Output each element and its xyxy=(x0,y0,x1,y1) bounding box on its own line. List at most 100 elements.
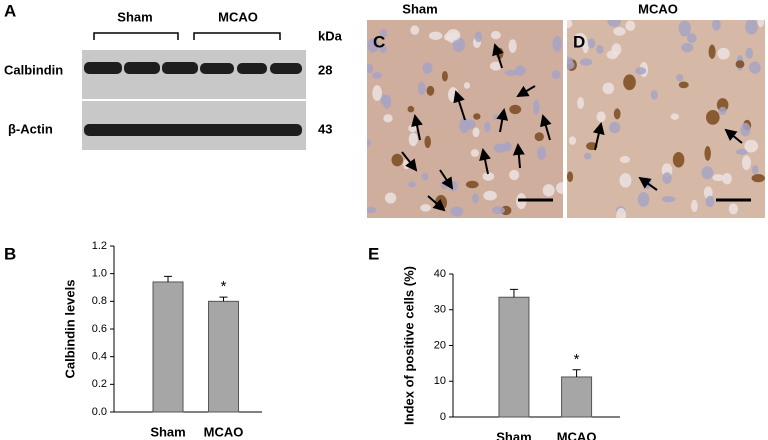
cell xyxy=(625,20,636,31)
cell xyxy=(701,166,714,180)
micrograph-title: MCAO xyxy=(638,1,678,16)
cell xyxy=(367,139,372,147)
cell xyxy=(705,110,720,125)
cell xyxy=(441,70,448,82)
cell xyxy=(391,153,404,167)
cell xyxy=(608,121,621,134)
cell xyxy=(542,184,555,197)
x-tick-label: MCAO xyxy=(557,429,597,440)
cell xyxy=(705,195,715,207)
cell xyxy=(372,85,383,102)
cell xyxy=(744,139,759,153)
cell xyxy=(514,65,526,76)
cell xyxy=(751,165,759,175)
unit-label: kDa xyxy=(318,28,343,43)
cell xyxy=(537,146,547,160)
cell xyxy=(372,72,383,79)
cell xyxy=(596,111,606,123)
cell xyxy=(616,207,627,218)
bar xyxy=(208,300,240,413)
cell xyxy=(740,122,751,137)
error-bar xyxy=(219,296,228,302)
cell xyxy=(379,43,387,54)
y-tick-label: 0.8 xyxy=(92,295,107,307)
cell xyxy=(474,31,483,43)
row-label: Calbindin xyxy=(4,62,63,77)
y-tick-label: 40 xyxy=(434,268,446,280)
cell xyxy=(687,33,697,44)
cell xyxy=(417,81,426,95)
cell xyxy=(473,113,481,120)
cell xyxy=(757,20,765,28)
cell xyxy=(420,204,431,212)
cell xyxy=(670,113,679,120)
cell xyxy=(613,108,621,120)
cell xyxy=(717,47,730,60)
cell xyxy=(567,20,573,29)
y-tick-label: 0.2 xyxy=(92,378,107,390)
cell xyxy=(637,192,650,207)
cell xyxy=(382,94,392,109)
y-tick-label: 0.0 xyxy=(92,406,107,418)
kda-label: 28 xyxy=(318,62,332,77)
cell xyxy=(613,27,626,36)
cell xyxy=(503,141,512,152)
cell xyxy=(567,171,574,183)
y-tick-label: 0.6 xyxy=(92,323,107,335)
row-label: β-Actin xyxy=(8,121,53,136)
y-axis-label: Index of positive cells (%) xyxy=(401,266,416,425)
cell xyxy=(650,90,658,100)
cell xyxy=(410,25,420,35)
cell xyxy=(745,20,758,35)
cell xyxy=(407,105,415,113)
cell xyxy=(552,36,562,52)
cell xyxy=(367,206,377,214)
cell xyxy=(463,82,471,89)
cell xyxy=(450,206,464,217)
cell xyxy=(735,60,745,69)
x-tick-label: MCAO xyxy=(204,424,244,439)
cell xyxy=(483,190,497,201)
cell xyxy=(573,32,587,48)
y-tick-label: 30 xyxy=(434,304,446,316)
cell xyxy=(662,172,672,184)
cell xyxy=(722,173,732,185)
annotation: * xyxy=(574,351,580,368)
cell xyxy=(408,124,417,133)
cell xyxy=(472,127,480,138)
cell xyxy=(676,74,684,82)
cell xyxy=(470,149,479,157)
panel-label: E xyxy=(368,244,379,263)
panel-label: B xyxy=(4,244,16,263)
cell xyxy=(509,104,522,115)
cell xyxy=(672,152,685,168)
cell xyxy=(532,99,540,115)
x-tick-label: Sham xyxy=(496,429,531,440)
y-tick-label: 20 xyxy=(434,339,446,351)
y-tick-label: 1.0 xyxy=(92,268,107,280)
cell xyxy=(587,38,596,49)
y-tick-label: 0.4 xyxy=(92,351,107,363)
cell xyxy=(579,58,593,66)
cell xyxy=(619,155,631,163)
cell xyxy=(607,20,622,27)
cell xyxy=(596,45,604,54)
cell xyxy=(459,117,470,134)
cell xyxy=(623,74,636,91)
cell xyxy=(472,193,479,204)
cell xyxy=(490,30,501,40)
cell xyxy=(424,135,431,149)
cell xyxy=(577,97,585,109)
cell xyxy=(408,181,416,188)
panel-label: C xyxy=(373,32,385,51)
cell xyxy=(426,85,435,96)
cell xyxy=(367,37,380,53)
cell xyxy=(383,114,393,123)
cell xyxy=(602,82,615,95)
cell xyxy=(584,152,592,160)
cell xyxy=(384,192,397,204)
cell xyxy=(428,31,443,40)
annotation: * xyxy=(221,278,227,295)
group-label: Sham xyxy=(117,9,152,24)
cell xyxy=(379,29,387,39)
